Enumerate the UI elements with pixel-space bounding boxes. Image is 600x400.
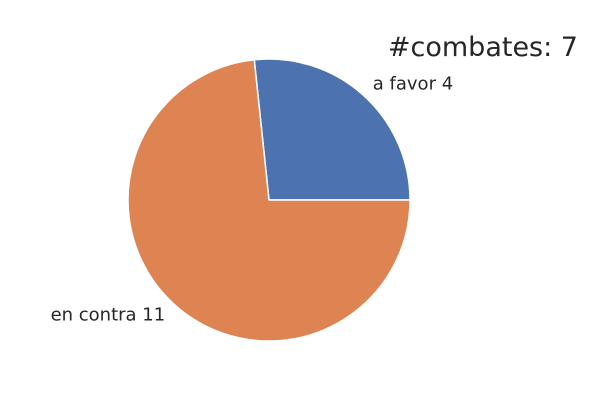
pie-label-en-contra: en contra 11 xyxy=(51,304,166,325)
pie-slice-en-contra xyxy=(127,59,411,342)
pie-slice-a-favor xyxy=(253,58,411,201)
pie-label-a-favor: a favor 4 xyxy=(373,74,453,95)
chart-title: #combates: 7 xyxy=(387,32,578,63)
